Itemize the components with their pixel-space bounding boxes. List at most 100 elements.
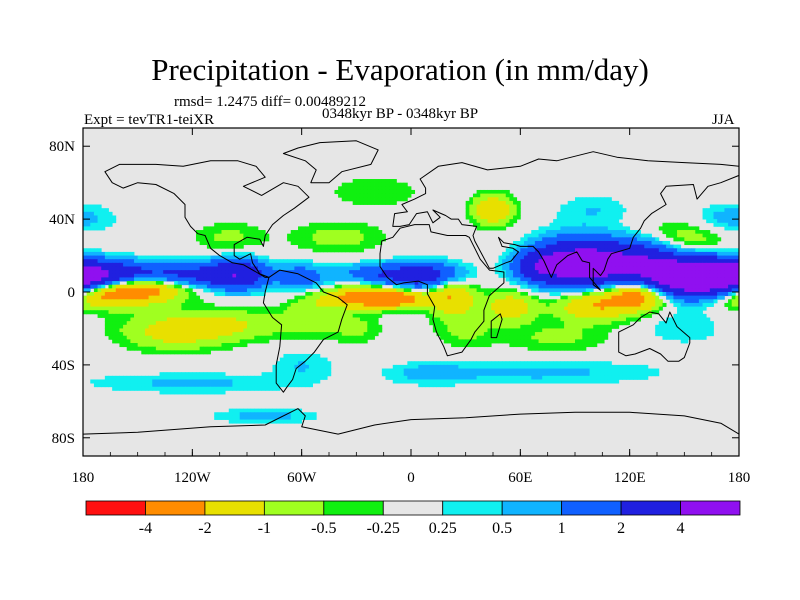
field-cell	[709, 262, 714, 267]
field-cell	[534, 259, 539, 264]
field-cell	[436, 266, 441, 271]
field-cell	[370, 328, 375, 333]
field-cell	[254, 284, 259, 289]
field-cell	[308, 302, 313, 307]
field-cell	[363, 299, 368, 304]
field-cell	[553, 226, 558, 231]
field-cell	[86, 299, 91, 304]
field-cell	[483, 310, 488, 315]
field-cell	[345, 328, 350, 333]
field-cell	[108, 299, 113, 304]
field-cell	[323, 288, 328, 293]
field-cell	[596, 262, 601, 267]
field-cell	[239, 270, 244, 275]
field-cell	[545, 332, 550, 337]
field-cell	[170, 317, 175, 322]
field-cell	[589, 248, 594, 253]
field-cell	[308, 292, 313, 297]
field-cell	[385, 179, 390, 184]
field-cell	[407, 281, 412, 286]
field-cell	[673, 255, 678, 260]
field-cell	[345, 222, 350, 227]
field-cell	[407, 270, 412, 275]
field-cell	[185, 343, 190, 348]
field-cell	[549, 244, 554, 249]
field-cell	[137, 270, 142, 275]
field-cell	[585, 197, 590, 202]
field-cell	[119, 251, 124, 256]
field-cell	[290, 302, 295, 307]
field-cell	[611, 204, 616, 209]
field-cell	[359, 277, 365, 282]
field-cell	[585, 335, 590, 340]
field-cell	[159, 346, 164, 351]
field-cell	[327, 281, 332, 286]
field-cell	[279, 310, 284, 315]
field-cell	[141, 343, 146, 348]
field-cell	[323, 270, 328, 275]
field-cell	[119, 324, 124, 329]
field-cell	[199, 284, 204, 289]
field-cell	[553, 255, 558, 260]
field-cell	[651, 288, 656, 293]
field-cell	[214, 328, 219, 333]
field-cell	[316, 284, 321, 289]
field-cell	[363, 262, 368, 267]
field-cell	[363, 332, 368, 337]
field-cell	[636, 313, 641, 318]
field-cell	[633, 270, 638, 275]
field-cell	[112, 251, 117, 256]
field-cell	[520, 237, 525, 242]
field-cell	[626, 233, 631, 238]
field-cell	[607, 208, 612, 213]
field-cell	[472, 200, 477, 205]
field-cell	[677, 306, 682, 311]
field-cell	[709, 204, 714, 209]
field-cell	[83, 277, 88, 282]
field-cell	[702, 302, 707, 307]
field-cell	[545, 262, 550, 267]
field-cell	[421, 266, 426, 271]
field-cell	[152, 288, 157, 293]
field-cell	[90, 248, 95, 253]
field-cell	[713, 233, 718, 238]
field-cell	[698, 328, 703, 333]
field-cell	[640, 259, 645, 264]
field-cell	[698, 299, 703, 304]
field-cell	[673, 266, 678, 271]
field-cell	[523, 237, 529, 242]
field-cell	[644, 281, 649, 286]
field-cell	[618, 302, 623, 307]
field-cell	[195, 310, 201, 315]
field-cell	[615, 248, 620, 253]
field-cell	[312, 266, 317, 271]
field-cell	[265, 284, 270, 289]
field-cell	[720, 295, 725, 300]
field-cell	[596, 302, 601, 307]
field-cell	[513, 219, 518, 224]
field-cell	[498, 339, 503, 344]
field-cell	[170, 259, 175, 264]
field-cell	[713, 299, 718, 304]
field-cell	[130, 321, 135, 326]
field-cell	[534, 317, 539, 322]
field-cell	[112, 284, 117, 289]
field-cell	[534, 255, 539, 260]
field-cell	[687, 310, 693, 315]
field-cell	[414, 295, 419, 300]
field-cell	[279, 335, 284, 340]
field-cell	[327, 270, 332, 275]
field-cell	[523, 343, 529, 348]
field-cell	[301, 288, 306, 293]
field-cell	[308, 240, 313, 246]
field-cell	[177, 306, 182, 311]
field-cell	[483, 204, 488, 209]
field-cell	[447, 310, 452, 315]
field-cell	[593, 255, 598, 260]
field-cell	[462, 284, 467, 289]
field-cell	[101, 215, 106, 220]
field-cell	[735, 248, 739, 253]
field-cell	[367, 277, 372, 282]
field-cell	[647, 270, 652, 275]
field-cell	[185, 281, 190, 286]
